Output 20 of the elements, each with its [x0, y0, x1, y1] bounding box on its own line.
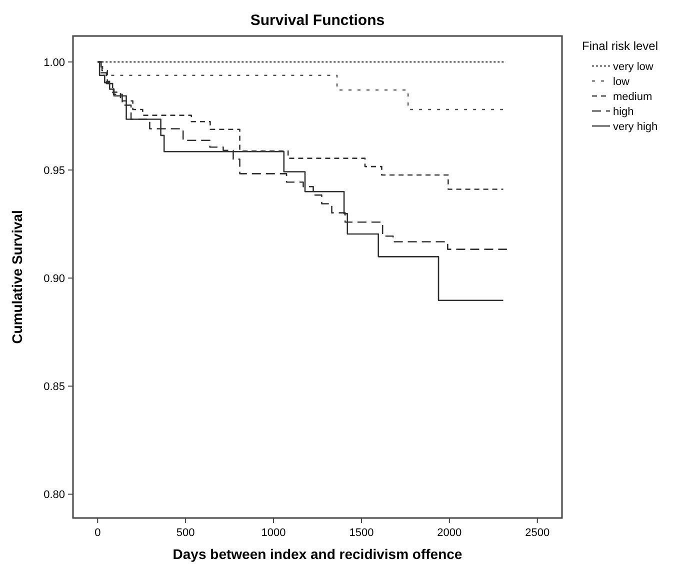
- y-tick-label: 0.95: [44, 164, 65, 177]
- x-tick-label: 1500: [349, 527, 374, 539]
- y-tick-label: 0.85: [44, 381, 65, 393]
- y-axis-title: Cumulative Survival: [9, 210, 25, 344]
- legend-title: Final risk level: [582, 39, 658, 53]
- legend-label: high: [613, 106, 634, 118]
- legend-label: medium: [613, 90, 652, 103]
- legend-label: very low: [613, 60, 654, 73]
- x-tick-label: 500: [176, 527, 195, 539]
- y-tick-label: 1.00: [44, 56, 65, 69]
- x-tick-label: 0: [94, 527, 101, 539]
- legend-label: very high: [613, 120, 658, 133]
- x-axis-title: Days between index and recidivism offence: [172, 546, 462, 562]
- y-tick-label: 0.90: [44, 272, 65, 285]
- legend-label: low: [613, 76, 630, 88]
- y-tick-label: 0.80: [44, 489, 65, 502]
- x-tick-label: 2500: [525, 527, 550, 539]
- x-tick-label: 2000: [437, 527, 462, 539]
- chart-title: Survival Functions: [250, 12, 385, 29]
- x-tick-label: 1000: [261, 527, 286, 539]
